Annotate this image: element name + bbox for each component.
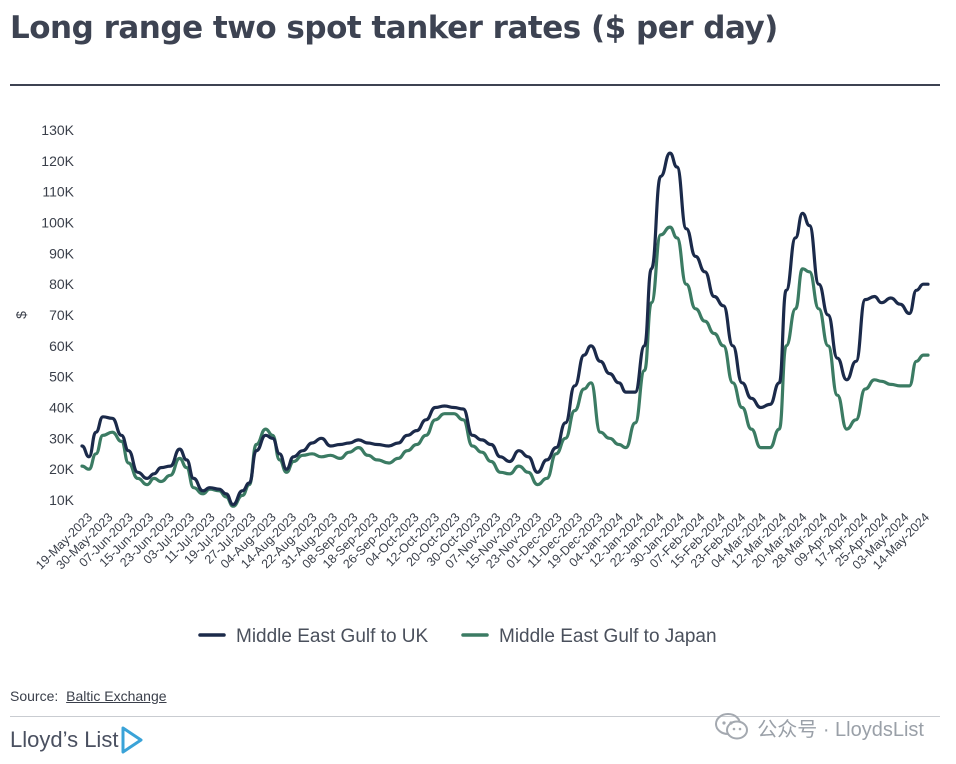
watermark-text: 公众号 · LloydsList xyxy=(757,718,924,741)
chat-bubble-icon xyxy=(715,713,749,740)
y-tick-label: 60K xyxy=(49,338,75,354)
y-tick-label: 100K xyxy=(41,215,74,231)
source-label: Source: xyxy=(10,688,59,704)
source-link[interactable]: Baltic Exchange xyxy=(66,688,167,704)
brand-logo: Lloyd’s List xyxy=(10,726,143,754)
source-note: Source: Baltic Exchange xyxy=(10,688,167,704)
watermark: 公众号 · LloydsList xyxy=(715,712,924,742)
y-tick-label: 20K xyxy=(49,461,75,477)
page-title: Long range two spot tanker rates ($ per … xyxy=(10,10,778,46)
y-tick-label: 130K xyxy=(41,122,74,138)
legend-entry: Middle East Gulf to UK xyxy=(236,626,429,647)
y-tick-label: 30K xyxy=(49,430,75,446)
y-tick-label: 110K xyxy=(42,184,74,200)
legend-entry: Middle East Gulf to Japan xyxy=(499,626,717,647)
series-line-uk xyxy=(80,151,930,507)
y-tick-label: 10K xyxy=(49,492,75,508)
y-tick-label: 40K xyxy=(49,400,75,416)
y-axis-label: $ xyxy=(13,311,29,319)
y-tick-label: 70K xyxy=(49,307,75,323)
y-tick-label: 120K xyxy=(41,153,74,169)
line-chart: 10K 20K 30K 40K 50K 60K 70K 80K 90K 100K 110K 120K 1… xyxy=(13,122,932,647)
title-divider xyxy=(10,84,940,86)
footer-divider xyxy=(10,716,940,717)
y-tick-label: 50K xyxy=(49,369,75,385)
brand-arrow-icon xyxy=(121,726,143,754)
series-line-japan xyxy=(80,225,930,508)
y-tick-label: 90K xyxy=(49,245,75,261)
y-tick-label: 80K xyxy=(49,276,75,292)
brand-name: Lloyd’s List xyxy=(10,727,119,752)
